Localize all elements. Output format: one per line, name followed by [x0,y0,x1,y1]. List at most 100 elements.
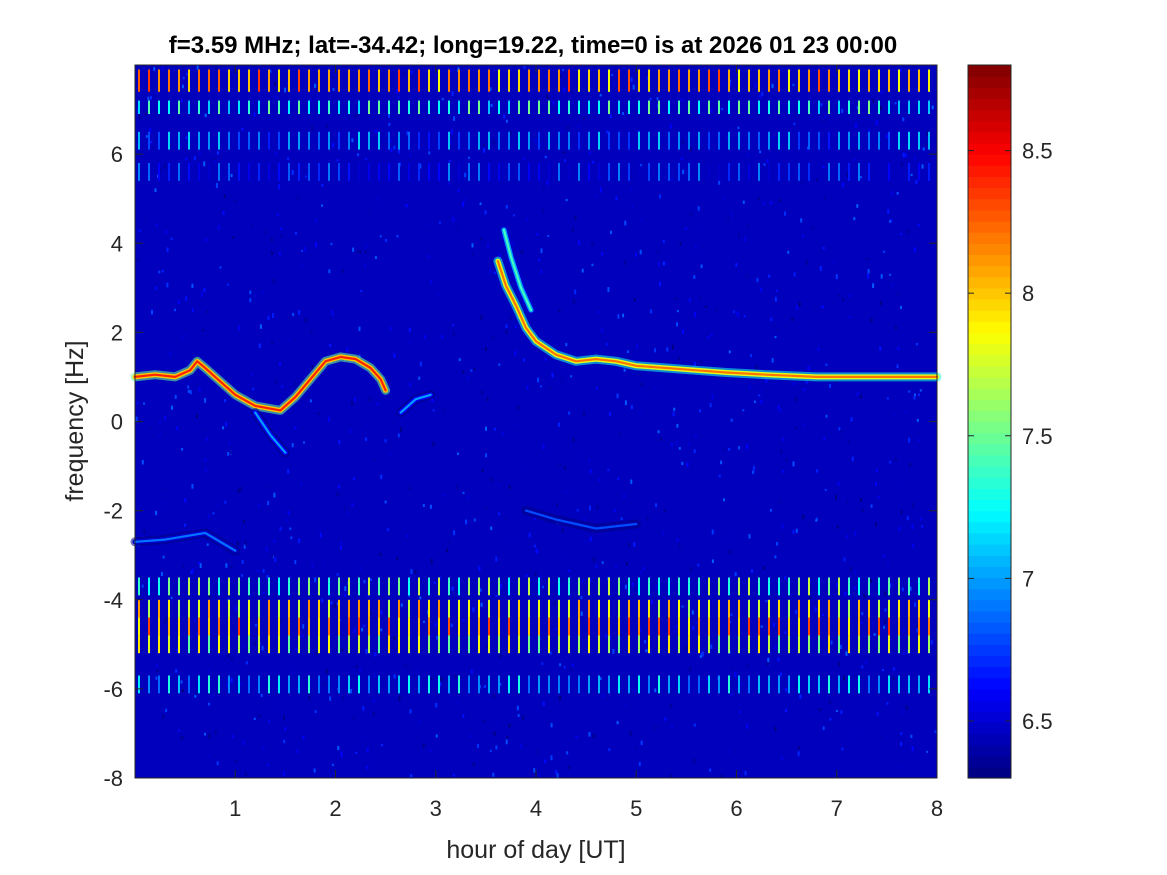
noise-speckle [283,143,286,148]
noise-speckle [341,696,344,701]
stripe-mark [138,131,140,150]
stripe-mark [518,69,520,92]
stripe-mark [818,599,820,618]
noise-speckle [214,730,217,735]
noise-speckle [860,394,863,399]
noise-speckle [640,164,642,167]
noise-speckle [657,725,660,729]
noise-speckle [805,289,808,292]
noise-speckle [887,209,890,214]
stripe-mark [418,577,420,596]
colorbar-step [968,432,1011,445]
stripe-mark [538,675,540,694]
noise-speckle [314,710,317,713]
noise-speckle [232,663,234,666]
noise-speckle [162,501,165,505]
stripe-mark [228,131,230,150]
noise-speckle [482,720,485,723]
stripe-mark [828,635,830,654]
noise-speckle [216,761,219,766]
stripe-mark [268,617,270,636]
noise-speckle [764,112,767,116]
stripe-mark [878,163,880,181]
noise-speckle [469,735,472,738]
noise-speckle [555,226,558,229]
noise-speckle [455,701,458,706]
noise-speckle [875,482,877,486]
noise-speckle [891,191,894,196]
noise-speckle [479,202,482,205]
noise-speckle [662,261,665,266]
noise-speckle [364,437,367,441]
colorbar-step [968,287,1011,300]
noise-speckle [811,363,814,366]
noise-speckle [822,120,825,124]
noise-speckle [670,774,673,778]
noise-speckle [270,238,273,242]
noise-speckle [538,258,541,261]
stripe-mark [608,577,610,596]
stripe-mark [838,131,840,150]
stripe-mark [288,635,290,654]
noise-speckle [152,259,155,265]
noise-speckle [540,385,542,388]
noise-speckle [495,745,498,750]
stripe-mark [488,675,490,694]
noise-speckle [565,342,568,347]
noise-speckle [381,744,383,747]
noise-speckle [262,569,265,573]
stripe-mark [288,599,290,618]
stripe-mark [468,131,470,150]
noise-speckle [365,242,368,248]
noise-speckle [390,93,393,97]
noise-speckle [516,705,519,711]
stripe-mark [708,675,710,694]
stripe-mark [538,577,540,596]
noise-speckle [522,715,525,720]
noise-speckle [484,506,487,510]
stripe-mark [368,635,370,654]
noise-speckle [848,316,851,319]
noise-speckle [666,347,669,352]
noise-speckle [208,702,211,706]
noise-speckle [880,274,883,279]
noise-speckle [913,156,916,161]
noise-speckle [372,458,375,462]
noise-speckle [272,702,275,708]
noise-speckle [641,382,643,387]
noise-speckle [255,624,257,627]
noise-speckle [855,602,858,607]
noise-speckle [866,258,869,261]
noise-speckle [248,525,251,530]
stripe-mark [368,100,370,114]
noise-speckle [450,623,453,628]
noise-speckle [523,66,526,69]
colorbar-step [968,376,1011,389]
noise-speckle [659,281,662,287]
noise-speckle [285,109,288,114]
noise-speckle [842,298,844,301]
stripe-mark [188,163,190,181]
stripe-mark [578,617,580,636]
stripe-mark [568,675,570,694]
stripe-mark [228,100,230,114]
stripe-mark [918,69,920,92]
noise-speckle [477,743,480,748]
noise-speckle [187,389,190,393]
noise-speckle [230,678,233,683]
stripe-mark [488,100,490,114]
stripe-mark [648,599,650,618]
stripe-mark [678,635,680,654]
stripe-mark [348,675,350,694]
stripe-mark [298,69,300,92]
noise-speckle [490,477,493,482]
noise-speckle [794,427,797,430]
colorbar-step [968,544,1011,556]
stripe-mark [688,131,690,150]
stripe-mark [918,577,920,596]
noise-speckle [836,582,839,588]
noise-speckle [493,427,496,431]
stripe-mark [228,69,230,92]
noise-speckle [329,344,332,348]
x-tick-label: 8 [931,796,943,821]
